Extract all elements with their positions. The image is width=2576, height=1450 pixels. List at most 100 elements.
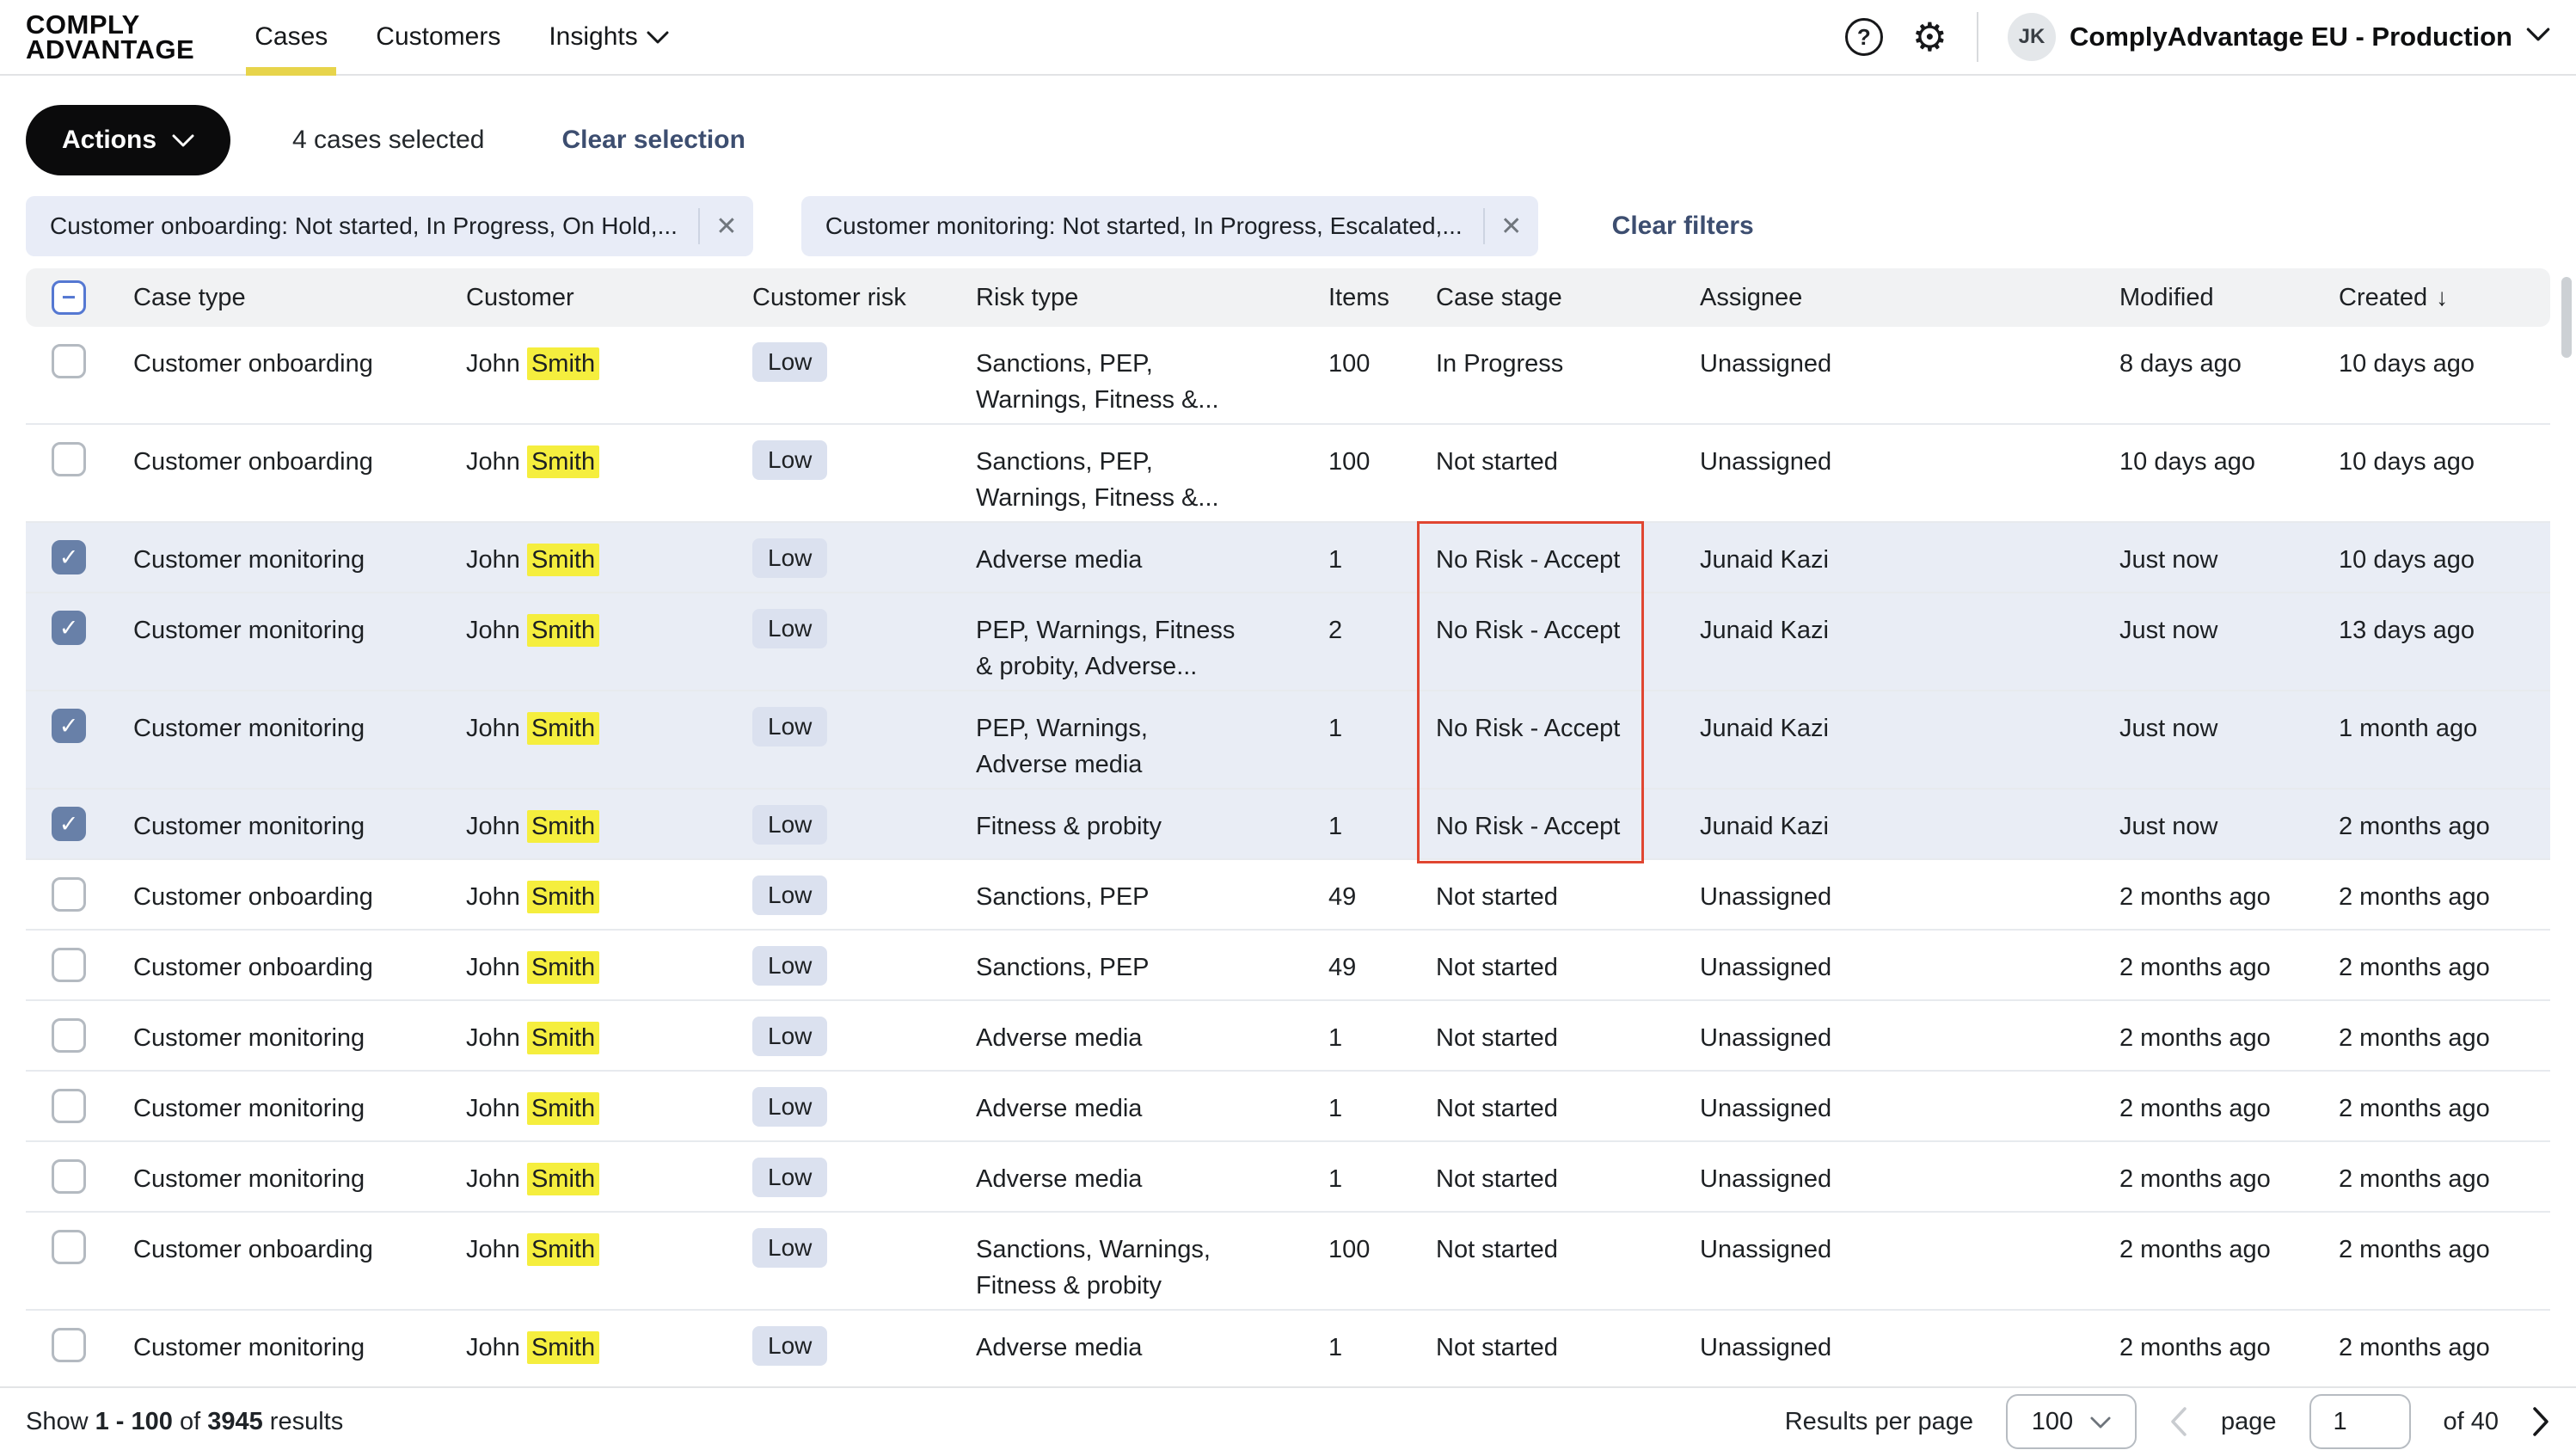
- cell-customer: John Smith: [466, 931, 752, 986]
- row-checkbox-cell: [26, 327, 133, 378]
- customer-name: John: [466, 448, 520, 476]
- column-header-customer-risk[interactable]: Customer risk: [752, 268, 976, 327]
- results-summary-of: of: [180, 1408, 200, 1435]
- cell-customer-risk: Low: [752, 691, 976, 750]
- cell-assignee: Junaid Kazi: [1700, 691, 2119, 747]
- column-header-assignee[interactable]: Assignee: [1700, 268, 2119, 327]
- row-checkbox[interactable]: [52, 540, 86, 574]
- cell-created: 2 months ago: [2339, 1001, 2550, 1056]
- row-checkbox[interactable]: [52, 344, 86, 378]
- scrollbar-thumb[interactable]: [2561, 277, 2572, 358]
- column-header-items[interactable]: Items: [1328, 268, 1436, 327]
- cell-created: 1 month ago: [2339, 691, 2550, 747]
- cell-created: 2 months ago: [2339, 1142, 2550, 1197]
- table-row[interactable]: Customer monitoring John Smith Low Adver…: [26, 1142, 2550, 1213]
- table-row[interactable]: Customer monitoring John Smith Low Adver…: [26, 523, 2550, 593]
- row-checkbox[interactable]: [52, 1230, 86, 1264]
- cell-case-stage: Not started: [1436, 860, 1700, 915]
- risk-badge: Low: [752, 946, 827, 986]
- close-icon[interactable]: ✕: [1485, 196, 1538, 256]
- table-row[interactable]: Customer monitoring John Smith Low Adver…: [26, 1311, 2550, 1381]
- cell-customer: John Smith: [466, 860, 752, 915]
- cell-assignee: Unassigned: [1700, 860, 2119, 915]
- clear-filters-link[interactable]: Clear filters: [1612, 212, 1754, 241]
- column-header-case-type[interactable]: Case type: [133, 268, 466, 327]
- cell-case-type: Customer onboarding: [133, 931, 466, 986]
- cell-risk-type: Fitness & probity: [976, 790, 1328, 845]
- help-icon[interactable]: ?: [1845, 18, 1883, 56]
- cell-modified: 2 months ago: [2119, 1311, 2339, 1366]
- nav-tab-insights-label: Insights: [549, 22, 637, 52]
- cell-created: 2 months ago: [2339, 1213, 2550, 1268]
- cell-case-stage: Not started: [1436, 425, 1700, 480]
- table-row[interactable]: Customer onboarding John Smith Low Sanct…: [26, 425, 2550, 523]
- cell-case-type: Customer onboarding: [133, 425, 466, 480]
- table-row[interactable]: Customer onboarding John Smith Low Sanct…: [26, 931, 2550, 1001]
- nav-tab-insights[interactable]: Insights: [549, 0, 668, 74]
- cell-assignee: Unassigned: [1700, 1001, 2119, 1056]
- row-checkbox-cell: [26, 1001, 133, 1053]
- logo-line1: COMPLY: [26, 12, 194, 37]
- table-row[interactable]: Customer monitoring John Smith Low PEP, …: [26, 593, 2550, 691]
- cell-created: 13 days ago: [2339, 593, 2550, 648]
- nav-tab-cases[interactable]: Cases: [255, 0, 328, 74]
- customer-name-highlight: Smith: [527, 1163, 599, 1195]
- customer-name: John: [466, 715, 520, 742]
- next-page-button[interactable]: [2531, 1406, 2550, 1437]
- row-checkbox[interactable]: [52, 1089, 86, 1123]
- column-header-case-stage[interactable]: Case stage: [1436, 268, 1700, 327]
- clear-selection-link[interactable]: Clear selection: [561, 126, 745, 155]
- cell-items: 1: [1328, 1311, 1436, 1366]
- row-checkbox[interactable]: [52, 442, 86, 476]
- cell-created: 2 months ago: [2339, 1311, 2550, 1366]
- table-row[interactable]: Customer onboarding John Smith Low Sanct…: [26, 1213, 2550, 1311]
- close-icon[interactable]: ✕: [700, 196, 753, 256]
- row-checkbox[interactable]: [52, 877, 86, 912]
- column-header-created[interactable]: Created↓: [2339, 268, 2550, 327]
- row-checkbox[interactable]: [52, 1159, 86, 1194]
- customer-name-highlight: Smith: [527, 1092, 599, 1125]
- row-checkbox[interactable]: [52, 1018, 86, 1053]
- comply-advantage-logo[interactable]: COMPLY ADVANTAGE: [26, 12, 194, 62]
- customer-name-highlight: Smith: [527, 951, 599, 984]
- nav-tab-customers[interactable]: Customers: [376, 0, 500, 74]
- cell-case-type: Customer monitoring: [133, 593, 466, 648]
- row-checkbox[interactable]: [52, 807, 86, 841]
- gear-icon[interactable]: ⚙: [1912, 17, 1947, 57]
- cell-assignee: Unassigned: [1700, 1213, 2119, 1268]
- account-menu[interactable]: JK ComplyAdvantage EU - Production: [2008, 13, 2550, 61]
- cell-case-stage: No Risk - Accept: [1436, 523, 1700, 578]
- column-header-customer[interactable]: Customer: [466, 268, 752, 327]
- column-header-label: Customer risk: [752, 280, 906, 316]
- table-row[interactable]: Customer monitoring John Smith Low Adver…: [26, 1001, 2550, 1072]
- row-checkbox[interactable]: [52, 709, 86, 743]
- customer-name: John: [466, 1334, 520, 1361]
- previous-page-button[interactable]: [2169, 1406, 2188, 1437]
- column-header-modified[interactable]: Modified: [2119, 268, 2339, 327]
- cell-items: 100: [1328, 425, 1436, 480]
- actions-button[interactable]: Actions: [26, 105, 230, 175]
- customer-name-highlight: Smith: [527, 881, 599, 913]
- filter-chip-onboarding[interactable]: Customer onboarding: Not started, In Pro…: [26, 196, 753, 256]
- table-row[interactable]: Customer onboarding John Smith Low Sanct…: [26, 860, 2550, 931]
- row-checkbox[interactable]: [52, 1328, 86, 1362]
- column-header-risk-type[interactable]: Risk type: [976, 268, 1328, 327]
- filter-chip-monitoring[interactable]: Customer monitoring: Not started, In Pro…: [801, 196, 1538, 256]
- table-row[interactable]: Customer onboarding John Smith Low Sanct…: [26, 327, 2550, 425]
- risk-badge: Low: [752, 440, 827, 480]
- table-row[interactable]: Customer monitoring John Smith Low Fitne…: [26, 790, 2550, 860]
- cell-customer: John Smith: [466, 1213, 752, 1268]
- page-size-select[interactable]: 100: [2006, 1394, 2137, 1449]
- customer-name: John: [466, 1165, 520, 1193]
- cell-customer-risk: Low: [752, 931, 976, 989]
- select-all-checkbox[interactable]: [52, 280, 86, 315]
- page-number-input[interactable]: [2309, 1394, 2411, 1449]
- row-checkbox[interactable]: [52, 948, 86, 982]
- cell-customer: John Smith: [466, 327, 752, 382]
- customer-name-highlight: Smith: [527, 810, 599, 843]
- row-checkbox[interactable]: [52, 611, 86, 645]
- cell-customer-risk: Low: [752, 425, 976, 483]
- table-row[interactable]: Customer monitoring John Smith Low PEP, …: [26, 691, 2550, 790]
- table-row[interactable]: Customer monitoring John Smith Low Adver…: [26, 1072, 2550, 1142]
- cell-items: 2: [1328, 593, 1436, 648]
